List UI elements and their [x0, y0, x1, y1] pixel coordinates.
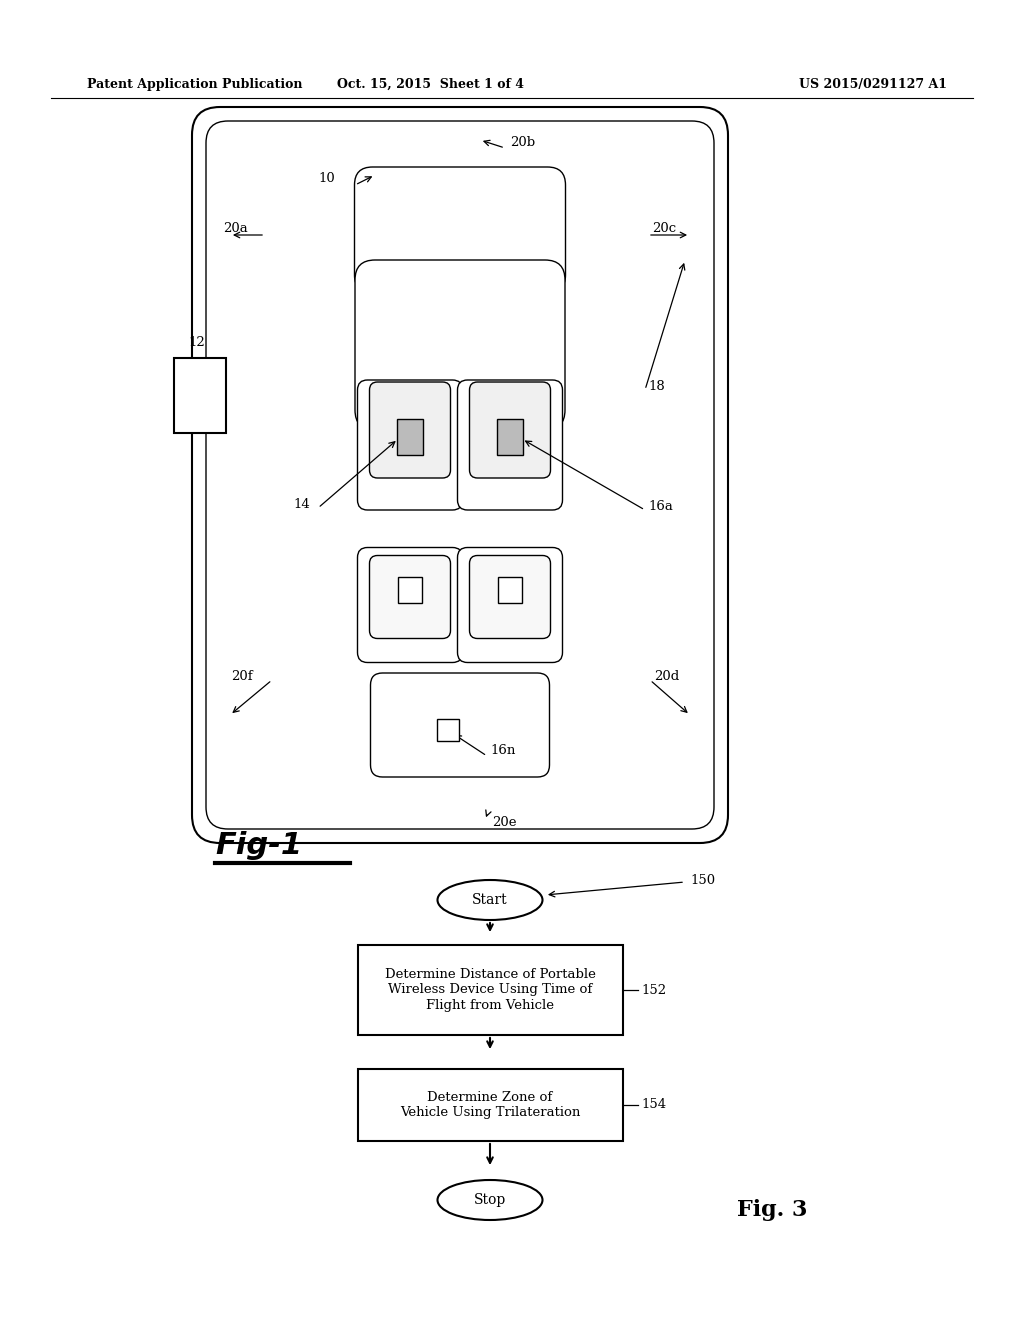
FancyBboxPatch shape — [206, 121, 714, 829]
FancyBboxPatch shape — [469, 381, 551, 478]
Text: Start: Start — [472, 894, 508, 907]
FancyBboxPatch shape — [357, 380, 463, 510]
Text: 154: 154 — [641, 1098, 667, 1111]
Bar — [398, 577, 422, 603]
Text: 20f: 20f — [231, 669, 253, 682]
Text: Determine Zone of
Vehicle Using Trilateration: Determine Zone of Vehicle Using Trilater… — [399, 1092, 581, 1119]
FancyBboxPatch shape — [458, 548, 562, 663]
FancyBboxPatch shape — [370, 556, 451, 639]
Text: 20b: 20b — [510, 136, 536, 149]
Text: Determine Distance of Portable
Wireless Device Using Time of
Flight from Vehicle: Determine Distance of Portable Wireless … — [385, 969, 595, 1011]
Text: Stop: Stop — [474, 1193, 506, 1206]
Text: 20c: 20c — [652, 223, 676, 235]
Text: 18: 18 — [648, 380, 665, 393]
Bar — [357, 945, 623, 1035]
FancyBboxPatch shape — [370, 381, 451, 478]
Text: 20a: 20a — [223, 223, 248, 235]
Text: 14: 14 — [293, 498, 310, 511]
Bar — [497, 418, 523, 455]
Text: US 2015/0291127 A1: US 2015/0291127 A1 — [799, 78, 947, 91]
Ellipse shape — [437, 1180, 543, 1220]
FancyBboxPatch shape — [355, 260, 565, 430]
Text: 152: 152 — [641, 983, 667, 997]
Text: 16n: 16n — [490, 743, 515, 756]
Text: 150: 150 — [690, 874, 715, 887]
Text: 12: 12 — [188, 337, 205, 350]
FancyBboxPatch shape — [193, 107, 728, 843]
Bar — [498, 577, 522, 603]
FancyBboxPatch shape — [371, 673, 550, 777]
FancyBboxPatch shape — [458, 380, 562, 510]
Ellipse shape — [437, 880, 543, 920]
Bar — [357, 1069, 623, 1140]
Text: 10: 10 — [318, 172, 335, 185]
Bar — [397, 418, 423, 455]
Text: 20e: 20e — [492, 816, 516, 829]
FancyBboxPatch shape — [357, 548, 463, 663]
Text: Fig. 3: Fig. 3 — [737, 1199, 808, 1221]
Bar — [437, 719, 459, 741]
Text: Oct. 15, 2015  Sheet 1 of 4: Oct. 15, 2015 Sheet 1 of 4 — [337, 78, 523, 91]
Text: Patent Application Publication: Patent Application Publication — [87, 78, 302, 91]
Text: 20d: 20d — [654, 669, 679, 682]
Text: 16a: 16a — [648, 500, 673, 513]
Bar — [174, 358, 226, 433]
FancyBboxPatch shape — [354, 168, 565, 293]
Text: Fig-1: Fig-1 — [215, 830, 302, 859]
FancyBboxPatch shape — [469, 556, 551, 639]
